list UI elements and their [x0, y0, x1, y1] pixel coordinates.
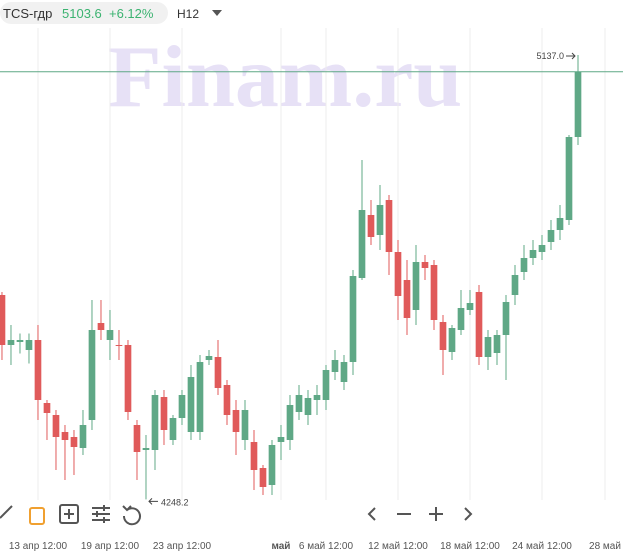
candle-body: [547, 230, 555, 242]
undo-icon[interactable]: [122, 505, 141, 526]
max-label: 5137.0: [536, 51, 564, 61]
candle-body: [88, 330, 96, 420]
min-label: 4248.2: [161, 497, 189, 507]
candle-body: [295, 395, 303, 412]
candle-body: [511, 275, 519, 295]
candle-body: [115, 345, 123, 346]
x-tick-label: 13 апр 12:00: [9, 541, 68, 552]
x-tick-label: 12 май 12:00: [368, 541, 428, 552]
candle-body: [178, 395, 186, 418]
interval-caret[interactable]: [212, 10, 222, 16]
plot: 13 апр 12:00 19 апр 12:00 23 апр 12:00 май 6…: [0, 28, 623, 552]
min-arrow: [148, 498, 158, 505]
candle-body: [268, 445, 276, 485]
price: 5103.6: [62, 6, 102, 21]
symbol-pill[interactable]: [0, 2, 168, 24]
candle-body: [124, 345, 132, 412]
candle-body: [169, 418, 177, 440]
candle-body: [16, 340, 24, 342]
candle-body: [52, 415, 60, 437]
nav-right[interactable]: [464, 507, 473, 521]
candle-body: [574, 71, 582, 137]
candle-body: [70, 437, 78, 447]
candle-body: [403, 280, 411, 318]
candle-body: [376, 205, 384, 235]
watermark: Finam.ru: [108, 29, 462, 126]
candle-body: [25, 340, 33, 350]
candle-body: [43, 403, 51, 413]
candle-body: [214, 357, 222, 388]
candle-body: [79, 425, 87, 448]
x-tick-label: 18 май 12:00: [440, 541, 500, 552]
candle-body: [187, 377, 195, 432]
candle-body: [475, 292, 483, 357]
nav-left[interactable]: [367, 507, 376, 521]
x-tick-label: май: [271, 541, 290, 552]
candle-body: [7, 340, 15, 345]
add-icon[interactable]: [59, 504, 79, 524]
candle-body: [340, 362, 348, 382]
candle-body: [430, 265, 438, 320]
candle-body: [97, 323, 105, 330]
change: +6.12%: [109, 6, 154, 21]
candle-body: [232, 410, 240, 432]
candle-body: [205, 356, 213, 360]
candle-body: [349, 276, 357, 362]
candle-body: [565, 137, 573, 220]
candle-body: [160, 397, 168, 430]
candle-body: [106, 330, 114, 340]
settings-icon[interactable]: [92, 505, 110, 523]
candle-body: [133, 425, 141, 452]
candle-body: [286, 405, 294, 440]
zoom-in[interactable]: [429, 507, 443, 521]
candle-body: [304, 398, 312, 415]
candle-body: [394, 252, 402, 296]
x-tick-label: 23 апр 12:00: [153, 541, 212, 552]
candle-body: [556, 218, 564, 230]
add-plus: [64, 509, 74, 519]
candle-body: [196, 362, 204, 432]
candle-body: [520, 258, 528, 272]
x-tick-label: 6 май 12:00: [299, 541, 354, 552]
candle-body: [538, 245, 546, 252]
candle-body: [358, 210, 366, 278]
list-icon[interactable]: [29, 507, 45, 525]
candle-body: [484, 337, 492, 357]
candle-body: [241, 410, 249, 440]
pencil-icon[interactable]: [0, 505, 13, 519]
max-arrow: [565, 52, 576, 60]
candle-body: [0, 295, 6, 345]
candle-body: [493, 335, 501, 353]
candle-body: [412, 262, 420, 310]
candle-body: [223, 385, 231, 415]
candle-body: [322, 370, 330, 400]
candle-body: [250, 442, 258, 470]
toolbar: [0, 504, 473, 526]
x-tick-label: 19 апр 12:00: [81, 541, 140, 552]
candle-body: [529, 250, 537, 258]
candle-body: [502, 302, 510, 335]
candle-body: [61, 432, 69, 440]
candle-body: [331, 360, 339, 372]
candle-body: [34, 340, 42, 400]
symbol: TCS-гдр: [3, 6, 52, 21]
candle-body: [439, 322, 447, 350]
candle-body: [421, 262, 429, 268]
candle-body: [367, 215, 375, 237]
candle-body: [313, 395, 321, 400]
candle-body: [151, 395, 159, 450]
candle-body: [448, 328, 456, 352]
candle-body: [457, 308, 465, 330]
candle-body: [466, 303, 474, 310]
candle-body: [259, 468, 267, 487]
candle-body: [385, 200, 393, 252]
interval[interactable]: H12: [177, 7, 199, 21]
candle-body: [277, 437, 285, 442]
x-tick-label: 28 май: [589, 541, 621, 552]
candle-body: [142, 448, 150, 450]
x-tick-label: 24 май 12:00: [512, 541, 572, 552]
